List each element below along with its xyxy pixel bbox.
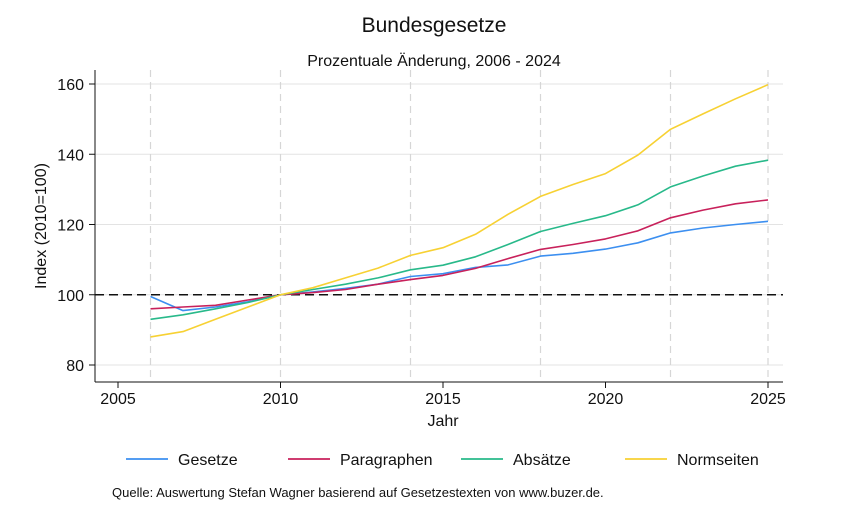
- y-tick-label: 140: [57, 147, 84, 164]
- legend-label-normseiten: Normseiten: [677, 452, 759, 469]
- y-tick-label: 100: [57, 288, 84, 305]
- legend: Gesetze Paragraphen Absätze Normseiten: [126, 452, 759, 469]
- series-group: [150, 83, 769, 338]
- series-line-normseiten: [150, 83, 769, 338]
- series-line-paragraphen: [150, 199, 769, 310]
- source-note: Quelle: Auswertung Stefan Wagner basiere…: [112, 485, 604, 500]
- series-line-absätze: [150, 159, 769, 321]
- x-tick-label: 2015: [425, 391, 461, 408]
- axes: 80 100 120 140 160 2005 2010 2015 2020 2025: [57, 70, 786, 408]
- legend-label-gesetze: Gesetze: [178, 452, 238, 469]
- x-tick-label: 2010: [263, 391, 299, 408]
- x-axis-label: Jahr: [427, 413, 459, 430]
- x-tick-label: 2020: [588, 391, 624, 408]
- chart-title: Bundesgesetze: [362, 14, 507, 37]
- x-tick-label: 2025: [750, 391, 786, 408]
- legend-label-paragraphen: Paragraphen: [340, 452, 433, 469]
- plot-area: [95, 70, 783, 382]
- y-tick-label: 160: [57, 77, 84, 94]
- chart-subtitle: Prozentuale Änderung, 2006 - 2024: [307, 52, 561, 70]
- legend-label-absätze: Absätze: [513, 452, 571, 469]
- y-tick-label: 80: [66, 358, 84, 375]
- x-tick-label: 2005: [100, 391, 136, 408]
- y-tick-label: 120: [57, 218, 84, 235]
- y-axis-label: Index (2010=100): [33, 163, 50, 289]
